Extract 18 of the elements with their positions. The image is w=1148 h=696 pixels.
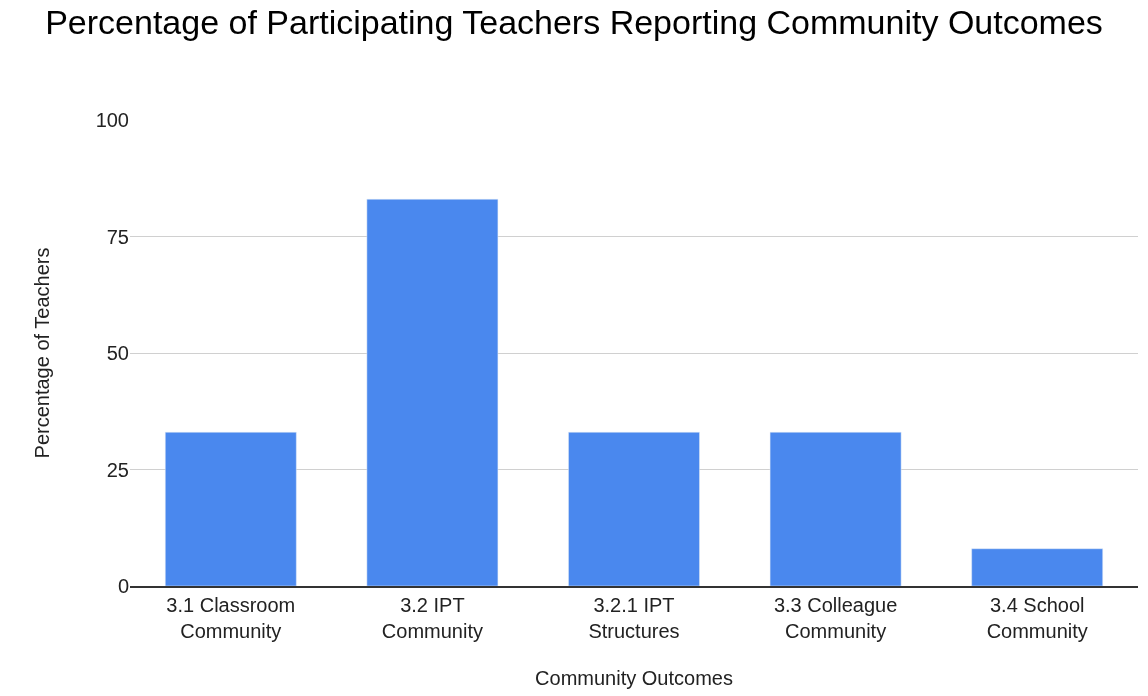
bar	[366, 198, 499, 586]
bar	[769, 431, 902, 586]
y-tick-label: 100	[95, 109, 129, 131]
bar	[568, 431, 700, 586]
chart-title: Percentage of Participating Teachers Reporting Community Outcomes	[45, 3, 1103, 42]
x-tick-label: 3.4 School Community	[986, 594, 1088, 642]
y-tick-label: 50	[106, 342, 129, 364]
y-tick-label: 25	[106, 458, 129, 481]
x-tick-label: 3.3 Colleague Community	[773, 594, 898, 642]
y-tick-label: 0	[117, 575, 129, 597]
bar	[971, 548, 1103, 586]
y-tick-label: 75	[106, 225, 129, 248]
x-tick-label: 3.2.1 IPT Structures	[588, 594, 680, 642]
x-tick-label: 3.1 Classroom Community	[166, 594, 296, 642]
x-axis-title: Community Outcomes	[535, 667, 733, 689]
x-tick-label: 3.2 IPT Community	[381, 594, 483, 642]
bar	[165, 431, 297, 586]
y-axis-title: Percentage of Teachers	[31, 247, 54, 459]
